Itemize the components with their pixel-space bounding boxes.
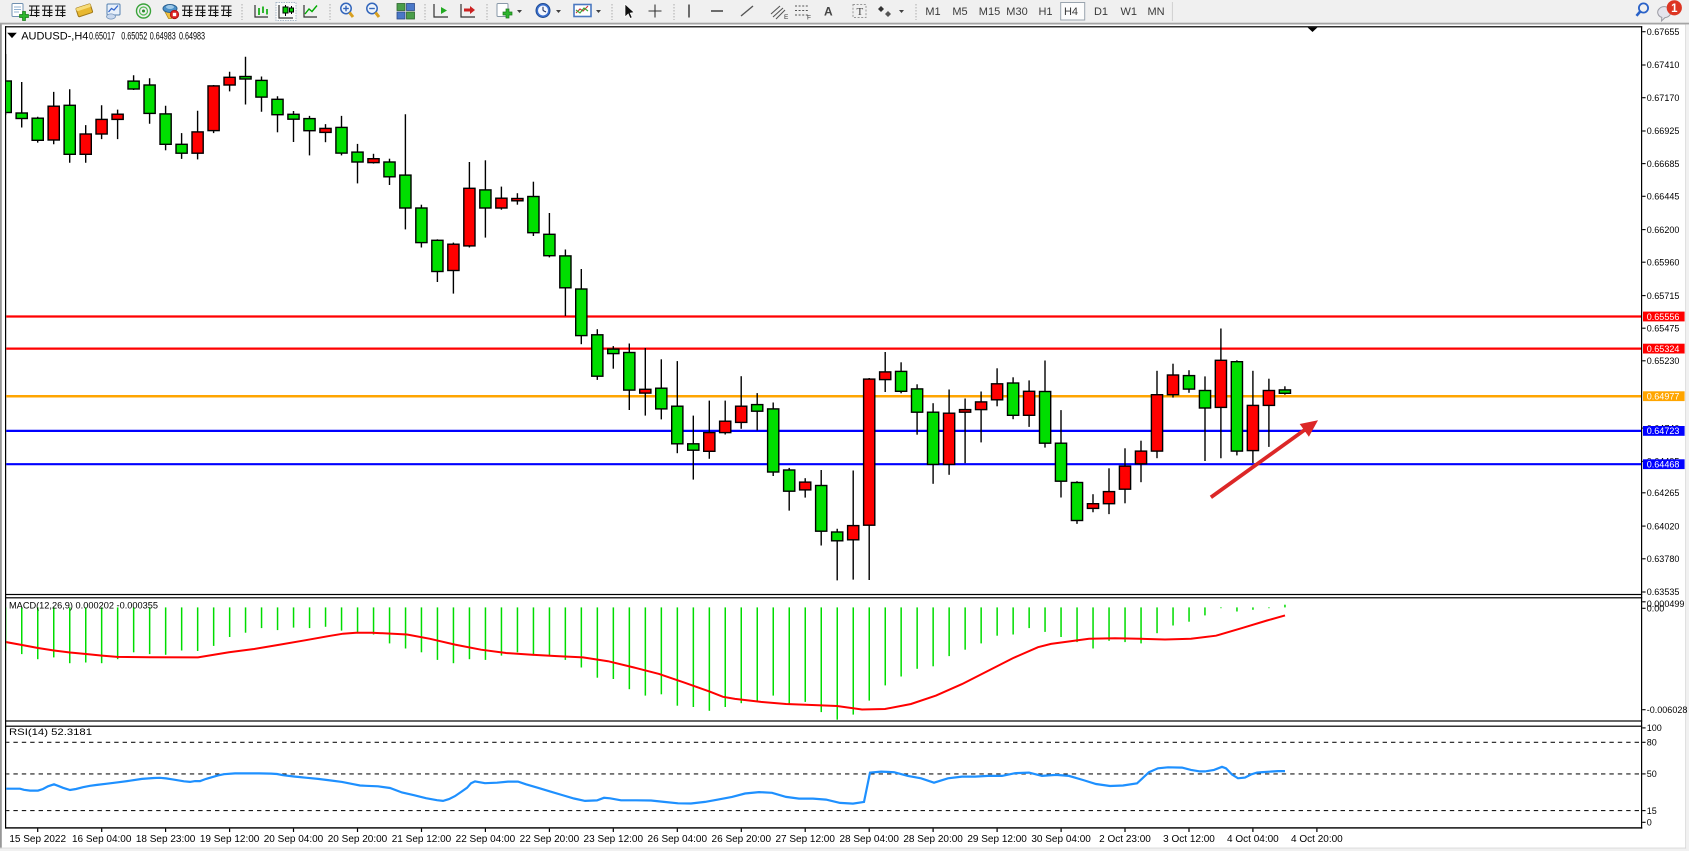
svg-text:0.64983: 0.64983 bbox=[150, 31, 176, 43]
svg-text:23 Sep 12:00: 23 Sep 12:00 bbox=[584, 834, 644, 845]
svg-text:0.000499: 0.000499 bbox=[1647, 599, 1685, 609]
svg-text:4 Oct 20:00: 4 Oct 20:00 bbox=[1291, 834, 1343, 845]
svg-text:-0.006028: -0.006028 bbox=[1647, 705, 1688, 715]
svg-text:0.67655: 0.67655 bbox=[1647, 27, 1680, 37]
svg-text:D1: D1 bbox=[1094, 6, 1108, 18]
svg-text:20 Sep 04:00: 20 Sep 04:00 bbox=[264, 834, 324, 845]
svg-text:M30: M30 bbox=[1006, 6, 1027, 18]
svg-text:0.64723: 0.64723 bbox=[1647, 426, 1680, 436]
svg-text:E: E bbox=[784, 14, 789, 21]
svg-text:26 Sep 04:00: 26 Sep 04:00 bbox=[648, 834, 708, 845]
svg-text:0.67410: 0.67410 bbox=[1647, 60, 1680, 70]
svg-text:0.67170: 0.67170 bbox=[1647, 93, 1680, 103]
svg-text:16 Sep 04:00: 16 Sep 04:00 bbox=[72, 834, 132, 845]
svg-text:19 Sep 12:00: 19 Sep 12:00 bbox=[200, 834, 260, 845]
svg-text:0.65324: 0.65324 bbox=[1647, 344, 1680, 354]
svg-text:30 Sep 04:00: 30 Sep 04:00 bbox=[1031, 834, 1091, 845]
svg-text:50: 50 bbox=[1647, 769, 1657, 779]
svg-text:22 Sep 20:00: 22 Sep 20:00 bbox=[520, 834, 580, 845]
svg-text:MACD(12,26,9) 0.000202 -0.0003: MACD(12,26,9) 0.000202 -0.000355 bbox=[9, 600, 158, 610]
svg-text:0.64977: 0.64977 bbox=[1647, 392, 1680, 402]
svg-text:100: 100 bbox=[1647, 723, 1662, 733]
svg-text:RSI(14) 52.3181: RSI(14) 52.3181 bbox=[9, 727, 92, 737]
svg-text:3 Oct 12:00: 3 Oct 12:00 bbox=[1163, 834, 1215, 845]
svg-text:0.66925: 0.66925 bbox=[1647, 126, 1680, 136]
svg-text:0.65475: 0.65475 bbox=[1647, 323, 1680, 333]
svg-text:0.64265: 0.64265 bbox=[1647, 488, 1680, 498]
svg-text:0.64983: 0.64983 bbox=[179, 31, 205, 43]
svg-text:AUDUSD-,H4: AUDUSD-,H4 bbox=[21, 31, 88, 43]
svg-text:28 Sep 20:00: 28 Sep 20:00 bbox=[903, 834, 963, 845]
svg-text:0.63535: 0.63535 bbox=[1647, 587, 1680, 597]
svg-text:26 Sep 20:00: 26 Sep 20:00 bbox=[712, 834, 772, 845]
svg-text:18 Sep 23:00: 18 Sep 23:00 bbox=[136, 834, 196, 845]
svg-text:0.65556: 0.65556 bbox=[1647, 312, 1680, 322]
svg-text:0.64020: 0.64020 bbox=[1647, 521, 1680, 531]
svg-text:F: F bbox=[807, 15, 811, 22]
svg-text:0.66200: 0.66200 bbox=[1647, 225, 1680, 235]
svg-text:20 Sep 20:00: 20 Sep 20:00 bbox=[328, 834, 388, 845]
svg-text:0.65017: 0.65017 bbox=[89, 31, 115, 43]
svg-text:21 Sep 12:00: 21 Sep 12:00 bbox=[392, 834, 452, 845]
svg-text:A: A bbox=[824, 5, 833, 19]
svg-text:W1: W1 bbox=[1120, 6, 1137, 18]
svg-text:0.65960: 0.65960 bbox=[1647, 257, 1680, 267]
svg-text:1: 1 bbox=[1671, 3, 1678, 15]
svg-text:28 Sep 04:00: 28 Sep 04:00 bbox=[839, 834, 899, 845]
svg-text:H4: H4 bbox=[1064, 6, 1078, 18]
svg-text:0.00: 0.00 bbox=[1647, 604, 1665, 614]
svg-text:0.65052: 0.65052 bbox=[121, 31, 147, 43]
svg-text:29 Sep 12:00: 29 Sep 12:00 bbox=[967, 834, 1027, 845]
svg-text:0: 0 bbox=[1647, 818, 1652, 828]
svg-text:4 Oct 04:00: 4 Oct 04:00 bbox=[1227, 834, 1279, 845]
svg-text:2 Oct 23:00: 2 Oct 23:00 bbox=[1099, 834, 1151, 845]
svg-text:15: 15 bbox=[1647, 806, 1657, 816]
svg-text:0.66445: 0.66445 bbox=[1647, 192, 1680, 202]
svg-text:T: T bbox=[857, 6, 864, 18]
svg-text:M1: M1 bbox=[925, 6, 940, 18]
svg-text:0.65230: 0.65230 bbox=[1647, 356, 1680, 366]
svg-text:0.66685: 0.66685 bbox=[1647, 159, 1680, 169]
svg-text:0.63780: 0.63780 bbox=[1647, 554, 1680, 564]
svg-text:0.64468: 0.64468 bbox=[1647, 460, 1680, 470]
svg-text:M15: M15 bbox=[979, 6, 1000, 18]
svg-text:22 Sep 04:00: 22 Sep 04:00 bbox=[456, 834, 516, 845]
svg-text:M5: M5 bbox=[952, 6, 967, 18]
svg-text:H1: H1 bbox=[1038, 6, 1052, 18]
svg-text:0.65715: 0.65715 bbox=[1647, 291, 1680, 301]
svg-text:MN: MN bbox=[1147, 6, 1164, 18]
svg-text:27 Sep 12:00: 27 Sep 12:00 bbox=[775, 834, 835, 845]
svg-text:15 Sep 2022: 15 Sep 2022 bbox=[9, 834, 66, 845]
svg-text:80: 80 bbox=[1647, 738, 1657, 748]
